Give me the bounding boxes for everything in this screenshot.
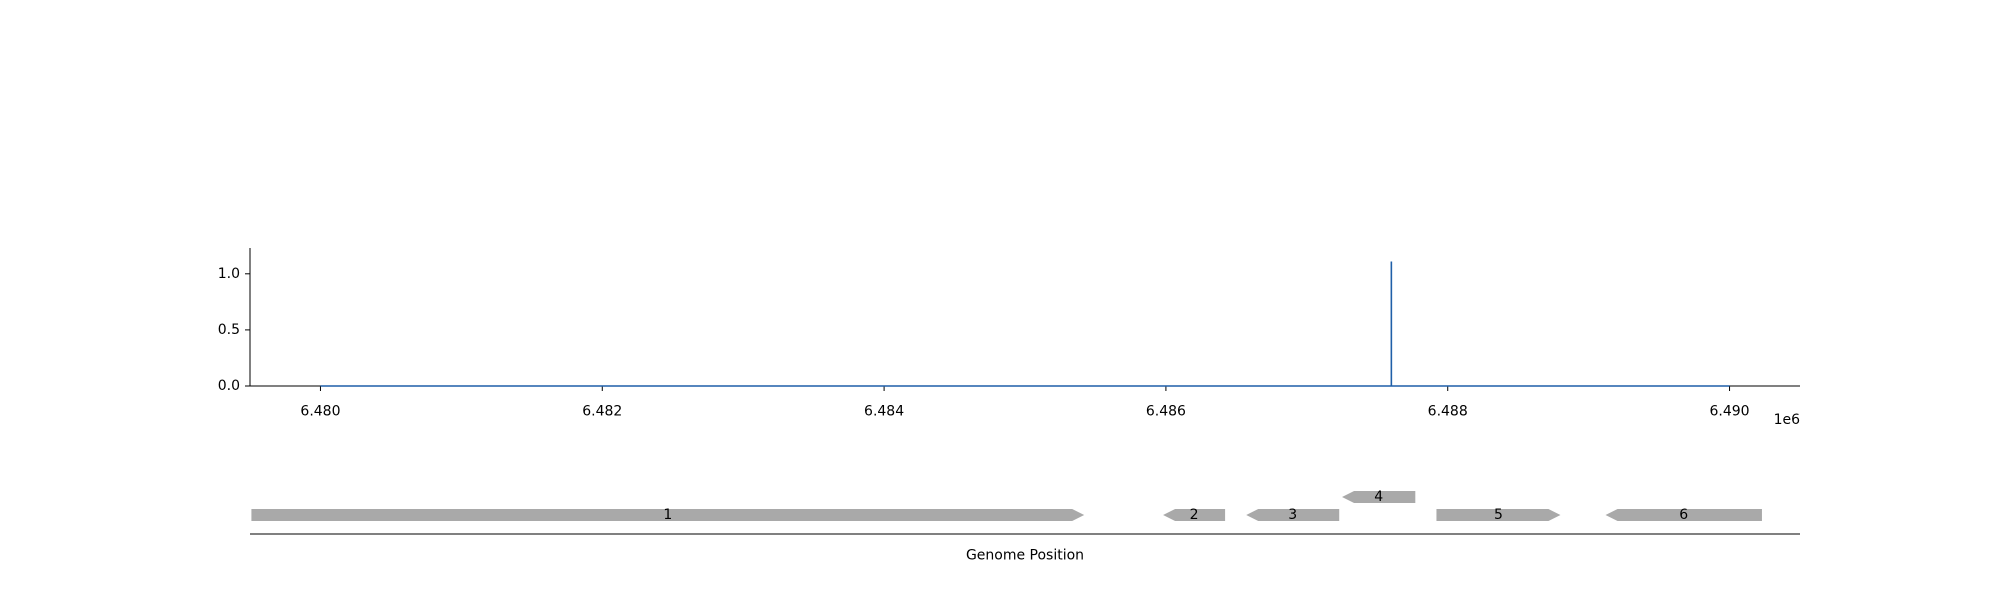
genes: 1 2 3 4 5 6 (251, 489, 1762, 523)
x-tick-label: 6.486 (1146, 404, 1186, 420)
x-ticks: 6.480 6.482 6.484 6.486 6.488 6.490 (300, 386, 1750, 420)
gene-track-xlabel: Genome Position (966, 548, 1084, 564)
gene-arrow (1342, 491, 1416, 503)
gene-arrow (251, 509, 1085, 521)
gene-label: 1 (663, 507, 672, 523)
x-offset-label: 1e6 (1774, 412, 1801, 428)
y-ticks: 0.0 0.5 1.0 (218, 266, 250, 394)
x-tick-label: 6.484 (864, 404, 904, 420)
y-tick-label: 0.5 (218, 322, 240, 338)
y-tick-label: 0.0 (218, 378, 240, 394)
gene-arrow (1163, 509, 1226, 521)
x-tick-label: 6.490 (1709, 404, 1749, 420)
gene-arrow (1436, 509, 1561, 521)
gene-track: 1 2 3 4 5 6 Genome Position (250, 489, 1800, 564)
x-tick-label: 6.482 (582, 404, 622, 420)
gene-arrow (1605, 509, 1762, 521)
gene-arrow (1246, 509, 1340, 521)
gene-label: 5 (1494, 507, 1503, 523)
gene-label: 3 (1288, 507, 1297, 523)
gene-label: 2 (1190, 507, 1199, 523)
gene-label: 4 (1374, 489, 1383, 505)
gene-label: 6 (1679, 507, 1688, 523)
x-tick-label: 6.488 (1428, 404, 1468, 420)
x-tick-label: 6.480 (300, 404, 340, 420)
coverage-chart: 0.0 0.5 1.0 6.480 6.482 6.484 6.486 6.488 6.490… (218, 248, 1800, 428)
y-tick-label: 1.0 (218, 266, 240, 282)
coverage-line (320, 261, 1730, 387)
